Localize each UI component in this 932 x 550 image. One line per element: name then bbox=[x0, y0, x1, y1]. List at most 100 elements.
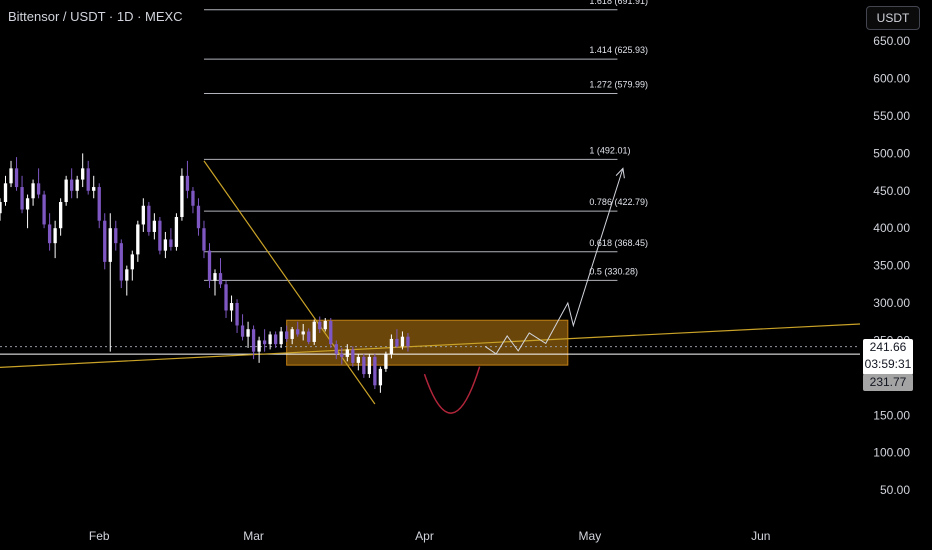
consolidation-zone bbox=[286, 319, 569, 366]
previous-price-tag: 231.77 bbox=[863, 374, 913, 391]
candle-body bbox=[158, 220, 162, 251]
x-tick-label: Feb bbox=[89, 529, 110, 543]
y-tick-label: 350.00 bbox=[873, 259, 910, 273]
x-tick-label: Jun bbox=[751, 529, 770, 543]
candle-body bbox=[174, 216, 179, 247]
candle-body bbox=[290, 329, 294, 339]
candle-body bbox=[196, 205, 201, 229]
candle-body bbox=[103, 220, 107, 262]
candle-body bbox=[301, 331, 305, 335]
candle-body bbox=[141, 205, 145, 225]
candle-body bbox=[169, 239, 173, 247]
candle-body bbox=[389, 338, 394, 354]
current-price-label: 241.66 bbox=[869, 340, 907, 354]
rising-trendline bbox=[0, 323, 861, 368]
candle-body bbox=[47, 224, 52, 244]
candle-body bbox=[373, 356, 377, 386]
price-scale bbox=[860, 0, 932, 550]
candle-body bbox=[108, 228, 112, 262]
y-tick-label: 550.00 bbox=[873, 109, 910, 123]
candle-body bbox=[92, 187, 96, 191]
candle-body bbox=[130, 254, 134, 270]
candle-body bbox=[323, 320, 327, 330]
candle-body bbox=[9, 168, 13, 184]
fib-label: 1.414 (625.93) bbox=[589, 45, 648, 55]
x-tick-label: Apr bbox=[415, 529, 434, 543]
candle-body bbox=[345, 349, 349, 357]
currency-button[interactable]: USDT bbox=[866, 6, 920, 30]
candle-body bbox=[97, 187, 101, 221]
candle-body bbox=[400, 336, 405, 347]
fib-label: 1 (492.01) bbox=[589, 145, 630, 155]
candle-body bbox=[58, 202, 63, 229]
candle-body bbox=[307, 331, 311, 342]
projection-path bbox=[484, 168, 624, 355]
candle-body bbox=[229, 303, 234, 311]
y-tick-label: 600.00 bbox=[873, 72, 910, 86]
candle-body bbox=[279, 331, 283, 345]
candle-body bbox=[285, 331, 289, 339]
fib-label: 1.618 (691.91) bbox=[589, 0, 648, 6]
candle-body bbox=[367, 356, 372, 375]
candle-body bbox=[384, 353, 388, 369]
candle-body bbox=[70, 179, 74, 191]
y-tick-label: 300.00 bbox=[873, 296, 910, 310]
candle-body bbox=[340, 353, 344, 357]
fib-label: 0.5 (330.28) bbox=[589, 266, 638, 276]
candle-body bbox=[246, 329, 250, 337]
candle-body bbox=[191, 190, 195, 206]
fib-label: 0.786 (422.79) bbox=[589, 197, 648, 207]
x-tick-label: May bbox=[579, 529, 602, 543]
candle-body bbox=[75, 179, 79, 191]
candle-body bbox=[86, 168, 90, 191]
candle-body bbox=[362, 356, 366, 375]
x-tick-label: Mar bbox=[243, 529, 264, 543]
candle-body bbox=[318, 321, 322, 330]
fib-label: 0.618 (368.45) bbox=[589, 238, 648, 248]
candle-body bbox=[312, 321, 316, 342]
candle-body bbox=[25, 198, 30, 210]
y-tick-label: 50.00 bbox=[880, 483, 910, 497]
candle-body bbox=[36, 183, 41, 195]
candle-body bbox=[81, 168, 85, 180]
candle-body bbox=[0, 202, 2, 214]
candle-body bbox=[31, 183, 35, 199]
rounding-bottom-curve bbox=[423, 366, 481, 414]
candle-body bbox=[53, 228, 57, 244]
candle-body bbox=[268, 334, 272, 345]
candle-body bbox=[262, 340, 267, 345]
candle-body bbox=[257, 340, 261, 352]
candle-body bbox=[378, 368, 383, 386]
candle-body bbox=[406, 336, 410, 347]
y-tick-label: 150.00 bbox=[873, 408, 910, 422]
candle-body bbox=[20, 187, 24, 210]
candle-body bbox=[3, 183, 8, 203]
candle-body bbox=[235, 303, 239, 326]
candle-body bbox=[213, 273, 217, 281]
candle-body bbox=[334, 344, 338, 354]
current-price-tag: 241.66 03:59:31 bbox=[863, 339, 913, 375]
y-tick-label: 500.00 bbox=[873, 146, 910, 160]
candle-body bbox=[202, 228, 206, 251]
candle-body bbox=[119, 243, 123, 281]
candle-body bbox=[273, 334, 278, 345]
candle-body bbox=[207, 250, 212, 281]
candle-body bbox=[14, 168, 19, 188]
y-tick-label: 400.00 bbox=[873, 221, 910, 235]
candle-body bbox=[356, 356, 360, 363]
y-tick-label: 100.00 bbox=[873, 446, 910, 460]
candle-body bbox=[180, 175, 184, 217]
candle-body bbox=[125, 269, 129, 281]
projection-arrowhead bbox=[615, 167, 625, 179]
candle-body bbox=[240, 325, 245, 337]
candle-body bbox=[136, 224, 140, 255]
candle-body bbox=[218, 273, 223, 285]
candle-body bbox=[329, 320, 333, 345]
candle-body bbox=[224, 284, 228, 311]
y-tick-label: 450.00 bbox=[873, 184, 910, 198]
descending-trendline bbox=[203, 160, 376, 405]
chart-title: Bittensor / USDT · 1D · MEXC bbox=[8, 9, 183, 24]
candle-body bbox=[395, 338, 399, 347]
